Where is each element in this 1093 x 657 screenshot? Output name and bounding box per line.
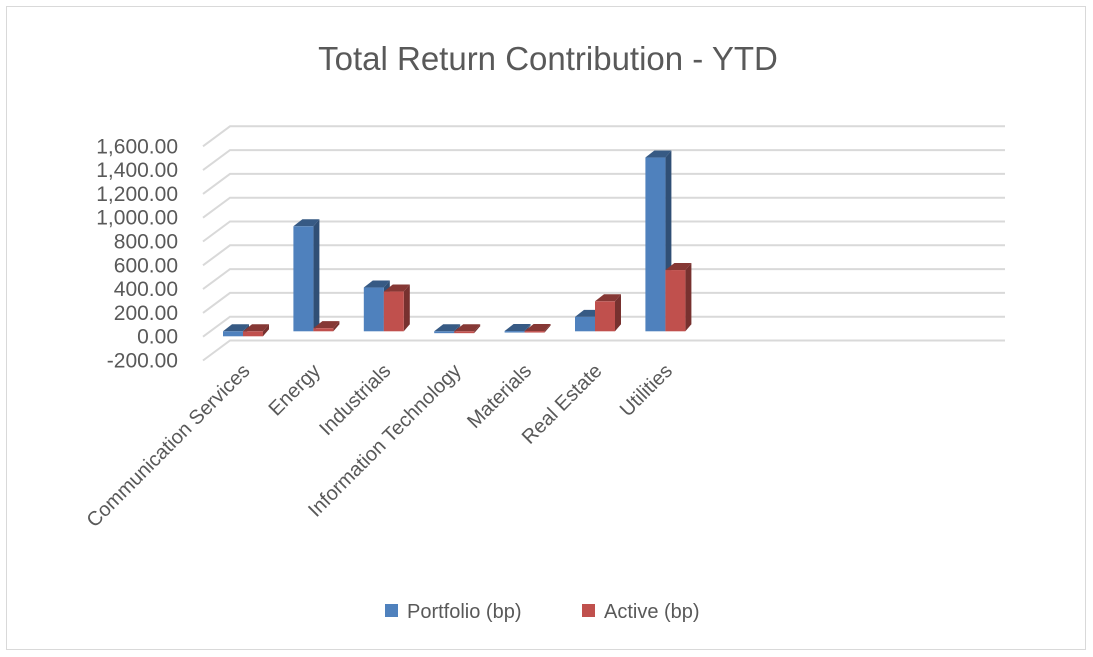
bar-front	[504, 331, 525, 333]
bar-active	[313, 321, 340, 332]
gridline	[202, 244, 1005, 267]
bar-active	[243, 324, 269, 337]
gridline	[202, 172, 1005, 195]
bar-front	[645, 157, 666, 332]
legend-swatch	[582, 604, 595, 617]
chart-frame	[6, 6, 1086, 650]
bar-top	[524, 324, 551, 332]
bar-side	[474, 324, 481, 334]
x-tick-label: Materials	[463, 360, 536, 433]
y-tick-label: 0.00	[137, 326, 178, 349]
bar-front	[243, 331, 263, 337]
bar-top	[434, 324, 461, 332]
y-tick-label: 200.00	[114, 302, 178, 325]
chart-title: Total Return Contribution - YTD	[318, 40, 778, 77]
bar-top	[454, 324, 481, 332]
bar-side	[685, 263, 692, 332]
bar-front	[454, 331, 475, 334]
gridline	[202, 315, 1005, 338]
y-axis-ticks: -200.000.00200.00400.00600.00800.001,000…	[96, 135, 178, 372]
y-tick-label: 1,400.00	[96, 159, 178, 182]
bar-top	[645, 150, 672, 158]
bar-front	[223, 331, 243, 337]
y-tick-label: 800.00	[114, 231, 178, 254]
bar-top	[313, 321, 340, 329]
bar-top	[363, 280, 390, 288]
y-tick-label: -200.00	[107, 350, 178, 373]
bar-front	[575, 316, 595, 332]
bar-front	[524, 331, 545, 333]
gridline	[202, 149, 1005, 171]
bar-side	[544, 324, 551, 333]
legend-label: Active (bp)	[604, 601, 700, 623]
bar-top	[595, 294, 621, 302]
bar-front	[383, 291, 404, 332]
bar-active	[383, 284, 410, 332]
bar-front	[313, 328, 334, 332]
bar-front	[293, 226, 314, 332]
bar-portfolio	[293, 219, 320, 332]
x-axis-labels: Communication Services EnergyIndustrialsI…	[83, 360, 677, 532]
bar-front	[665, 270, 686, 332]
x-tick-label: Communication Services	[83, 360, 255, 532]
gridline	[202, 196, 1005, 219]
bar-active	[595, 294, 621, 332]
bar-top	[223, 324, 249, 332]
gridline	[202, 291, 1005, 314]
x-tick-label: Utilities	[616, 360, 677, 421]
x-tick-label: Energy	[265, 360, 325, 420]
y-tick-label: 1,000.00	[96, 207, 178, 230]
bar-side	[313, 219, 320, 332]
bar-active	[524, 324, 551, 333]
gridline	[202, 125, 1005, 148]
gridlines	[202, 125, 1005, 362]
bar-side	[615, 294, 621, 332]
y-tick-label: 400.00	[114, 278, 178, 301]
gridline	[202, 268, 1005, 290]
legend-label: Portfolio (bp)	[407, 601, 522, 623]
legend-swatch	[385, 604, 398, 617]
bar-top	[504, 324, 531, 332]
bar-side	[403, 284, 410, 332]
bar-front	[595, 301, 615, 332]
bar-top	[293, 219, 320, 227]
bar-front	[434, 331, 455, 334]
y-tick-label: 1,200.00	[96, 183, 178, 206]
bar-top	[383, 284, 410, 292]
legend: Portfolio (bp) Active (bp)	[385, 601, 700, 623]
bar-top	[575, 309, 601, 317]
bar-side	[333, 321, 340, 332]
bar-front	[363, 287, 384, 332]
y-tick-label: 1,600.00	[96, 135, 178, 158]
bar-top	[243, 324, 269, 332]
bar-active	[454, 324, 481, 334]
gridline	[202, 220, 1005, 243]
bar-top	[665, 263, 692, 271]
bar-active	[665, 263, 692, 332]
y-tick-label: 600.00	[114, 254, 178, 277]
bars	[223, 150, 692, 337]
bar-side	[263, 324, 269, 337]
gridline	[202, 339, 1005, 362]
